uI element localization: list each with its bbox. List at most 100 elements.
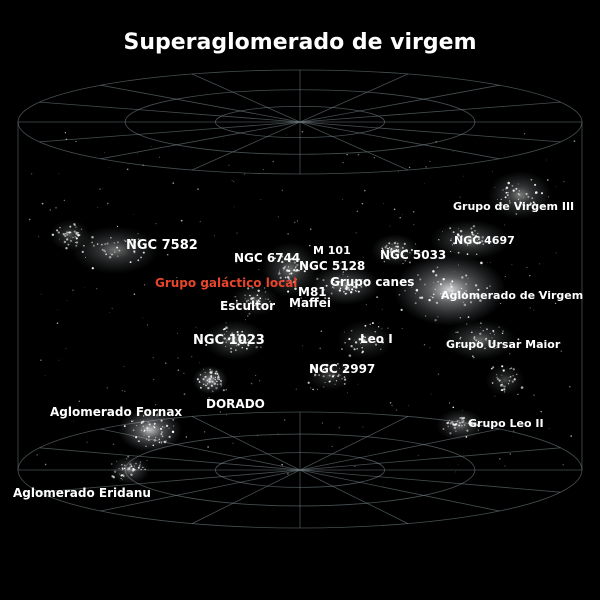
galaxy-dot <box>104 251 106 253</box>
galaxy-dot <box>345 284 348 287</box>
galaxy-dot <box>49 209 51 211</box>
galaxy-dot <box>538 263 541 265</box>
galaxy-dot <box>146 427 149 430</box>
galaxy-dot <box>241 346 244 349</box>
galaxy-dot <box>503 346 506 349</box>
galaxy-dot <box>342 199 343 201</box>
galaxy-dot <box>467 345 469 347</box>
galaxy-dot <box>560 350 563 352</box>
galaxy-dot <box>294 287 297 291</box>
label-ngc5128: NGC 5128 <box>299 259 365 273</box>
galaxy-dot <box>523 204 526 207</box>
galaxy-dot <box>236 302 238 304</box>
galaxy-dot <box>310 387 312 389</box>
galaxy-dot <box>65 247 68 250</box>
galaxy-dot <box>517 393 519 396</box>
bottom-disc-spoke <box>299 416 409 471</box>
galaxy-dot <box>465 283 467 285</box>
galaxy-dot <box>447 421 450 423</box>
galaxy-dot <box>75 237 78 240</box>
galaxy-dot <box>479 322 482 325</box>
galaxy-dot <box>143 429 146 432</box>
galaxy-dot <box>411 286 413 288</box>
galaxy-dot <box>147 427 149 429</box>
galaxy-dot <box>403 242 406 245</box>
galaxy-dot <box>196 378 199 381</box>
galaxy-dot <box>489 332 491 334</box>
galaxy-dot <box>548 196 550 198</box>
galaxy-dot <box>356 283 358 285</box>
galaxy-dot <box>331 367 333 369</box>
galaxy-dot <box>295 269 299 272</box>
top-disc-spoke <box>299 73 409 123</box>
galaxy-dot <box>457 264 459 266</box>
galaxy-dot <box>415 292 416 294</box>
galaxy-dot <box>231 332 234 335</box>
galaxy-dot <box>535 210 538 212</box>
galaxy-dot <box>133 293 136 296</box>
galaxy-dot <box>466 429 469 432</box>
galaxy-dot <box>513 378 516 381</box>
galaxy-dot <box>260 346 262 348</box>
galaxy-dot <box>469 424 472 427</box>
galaxy-dot <box>126 468 128 470</box>
galaxy-dot <box>460 287 463 290</box>
galaxy-dot <box>153 422 156 425</box>
galaxy-dot <box>67 243 70 246</box>
galaxy-dot <box>55 207 57 209</box>
galaxy-dot <box>517 188 519 190</box>
galaxy-dot <box>277 216 279 218</box>
galaxy-dot <box>486 328 488 331</box>
label-grupo-leo-ii: Grupo Leo II <box>468 417 544 430</box>
galaxy-dot <box>213 382 217 385</box>
galaxy-dot <box>396 243 398 245</box>
galaxy-dot <box>104 243 106 245</box>
galaxy-dot <box>219 379 222 382</box>
galaxy-dot <box>460 336 462 339</box>
galaxy-dot <box>44 463 47 466</box>
galaxy-dot <box>224 345 227 348</box>
galaxy-dot <box>425 166 427 168</box>
galaxy-dot <box>455 430 457 432</box>
galaxy-dot <box>506 194 509 197</box>
galaxy-dot <box>480 342 482 344</box>
galaxy-dot <box>342 273 344 275</box>
galaxy-dot <box>207 386 210 390</box>
galaxy-dot <box>365 280 367 283</box>
galaxy-dot <box>121 390 123 392</box>
label-ngc5033: NGC 5033 <box>380 248 446 262</box>
galaxy-dot <box>451 290 454 293</box>
galaxy-dot <box>401 328 403 330</box>
galaxy-dot <box>344 366 347 369</box>
galaxy-dot <box>260 303 262 305</box>
galaxy-dot <box>455 331 457 334</box>
galaxy-dot <box>563 181 565 183</box>
galaxy-dot <box>383 203 384 204</box>
galaxy-dot <box>396 242 399 245</box>
galaxy-dot <box>449 419 450 421</box>
galaxy-dot <box>254 304 256 307</box>
galaxy-dot <box>177 357 179 359</box>
galaxy-dot <box>310 366 314 370</box>
galaxy-dot <box>434 274 438 277</box>
galaxy-dot <box>449 250 452 253</box>
galaxy-dot <box>471 355 474 358</box>
galaxy-dot <box>228 337 231 340</box>
galaxy-dot <box>163 440 167 444</box>
galaxy-dot <box>143 243 145 245</box>
galaxy-dot <box>260 305 263 309</box>
galaxy-dot <box>511 263 513 265</box>
galaxy-dot <box>244 341 247 344</box>
galaxy-dot <box>324 297 327 300</box>
galaxy-dot <box>259 380 261 382</box>
galaxy-dot <box>501 374 503 376</box>
galaxy-dot <box>142 317 144 319</box>
galaxy-dot <box>281 260 284 264</box>
galaxy-dot <box>235 345 237 347</box>
cluster-labels: NGC 7582 NGC 6744 M 101 NGC 5128 NGC 503… <box>13 200 583 500</box>
galaxy-dot <box>287 290 290 293</box>
galaxy-dot <box>435 301 437 303</box>
galaxy-dot <box>209 368 212 371</box>
galaxy-dot <box>95 287 98 290</box>
